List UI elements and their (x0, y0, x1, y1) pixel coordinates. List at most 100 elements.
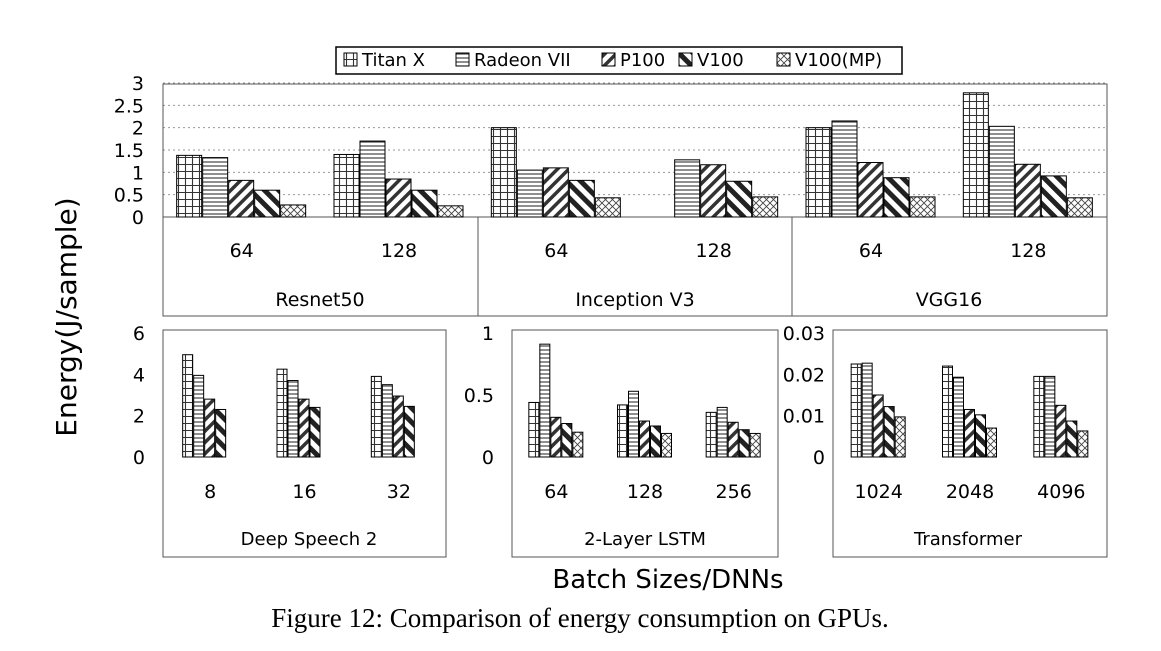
bar-radeon-vii-64 (539, 343, 551, 458)
x-tick-label: 64 (230, 240, 254, 262)
bar-v100-mp-128 (752, 196, 779, 218)
y-tick-label: 0 (813, 447, 825, 469)
group-label-inception-v3: Inception V3 (575, 289, 694, 311)
panel-frame (832, 329, 1108, 558)
y-tick-label: 4 (133, 364, 145, 386)
bar-p100-64 (550, 416, 562, 458)
bar-p100-4096 (1055, 404, 1067, 458)
bar-radeon-vii-256 (716, 406, 728, 458)
bar-v100-mp-64 (594, 197, 621, 218)
figure-caption: Figure 12: Comparison of energy consumpt… (271, 603, 888, 633)
bar-titan-x-256 (705, 411, 717, 458)
y-tick-label: 1 (132, 162, 144, 184)
bar-v100-mp-128 (1066, 197, 1093, 218)
panel-2-marks: 0 0.5 1 64 128 256 (464, 323, 761, 503)
bar-v100-2048 (975, 414, 986, 458)
bar-titan-x-32 (370, 375, 382, 458)
bar-p100-128 (639, 420, 650, 458)
legend-label: Titan X (361, 50, 425, 71)
bar-p100-64 (228, 179, 255, 218)
y-axis-label: Energy(J/sample) (50, 197, 83, 436)
bar-v100-8 (215, 408, 227, 458)
legend-entry-titan-x: Titan X (343, 50, 425, 71)
bar-p100-128 (385, 178, 412, 218)
x-tick-label: 256 (716, 481, 752, 503)
panel-3-marks: 0 0.01 0.02 0.03 1024 2048 4096 (783, 323, 1089, 503)
top-chart: 00.511.522.53 64 128 64 128 64 128 Resnet50 I… (114, 73, 1108, 317)
bar-titan-x-16 (276, 368, 288, 458)
bar-titan-x-64 (176, 154, 203, 218)
bar-titan-x-64 (490, 127, 517, 218)
legend-swatch (601, 52, 616, 67)
y-tick-label: 0.02 (783, 364, 825, 386)
bar-titan-x-64 (528, 401, 540, 458)
bar-titan-x-128 (333, 153, 360, 218)
bar-radeon-vii-64 (516, 169, 543, 218)
bar-v100-4096 (1066, 420, 1078, 458)
group-label-vgg16: VGG16 (916, 289, 983, 311)
bar-v100-mp-1024 (894, 416, 906, 458)
x-tick-label: 16 (292, 481, 316, 503)
x-tick-label: 128 (1010, 240, 1046, 262)
bar-radeon-vii-32 (381, 384, 393, 458)
panel-title: Transformer (913, 529, 1023, 550)
bar-radeon-vii-4096 (1044, 375, 1056, 458)
x-tick-label: 128 (627, 481, 663, 503)
legend-label: Radeon VII (474, 50, 571, 71)
group-label-resnet50: Resnet50 (275, 289, 364, 311)
x-tick-label: 8 (204, 481, 216, 503)
legend-label: V100(MP) (795, 50, 882, 71)
bar-titan-x-128 (617, 404, 628, 458)
top-chart-frame (162, 83, 1108, 317)
y-tick-label: 0.01 (783, 406, 825, 428)
bar-radeon-vii-64 (831, 120, 858, 218)
bar-v100-16 (309, 406, 321, 458)
y-tick-label: 2 (133, 406, 145, 428)
bar-radeon-vii-128 (359, 140, 386, 218)
y-tick-label: 0 (482, 447, 494, 469)
legend-swatch (455, 52, 470, 67)
y-tick-label: 2 (132, 118, 144, 140)
bar-v100-mp-128 (437, 205, 464, 218)
bar-p100-16 (298, 398, 310, 458)
top-category-labels: 64 128 64 128 64 128 (230, 240, 1047, 262)
x-tick-label: 64 (544, 240, 568, 262)
bar-v100-64 (561, 423, 573, 458)
bar-radeon-vii-128 (628, 390, 639, 458)
x-tick-label: 4096 (1037, 481, 1085, 503)
legend-entry-v100: V100 (678, 50, 744, 71)
bar-v100-128 (650, 425, 661, 458)
bar-v100-mp-4096 (1077, 430, 1089, 458)
y-tick-label: 1 (482, 323, 494, 345)
bar-v100-128 (1040, 175, 1067, 218)
bar-v100-32 (403, 405, 415, 458)
top-y-ticks: 00.511.522.53 (114, 73, 144, 229)
bar-v100-mp-128 (661, 432, 672, 458)
panel-1-marks: 0 2 4 6 8 16 32 (133, 323, 415, 503)
x-tick-label: 64 (544, 481, 568, 503)
bar-radeon-vii-2048 (953, 376, 964, 458)
legend-entry-p100: P100 (601, 50, 665, 71)
bar-v100-mp-256 (749, 432, 761, 458)
legend-label: P100 (620, 50, 665, 71)
x-tick-label: 128 (696, 240, 732, 262)
bar-p100-64 (542, 167, 569, 218)
y-tick-label: 6 (133, 323, 145, 345)
x-tick-label: 128 (381, 240, 417, 262)
bar-v100-128 (726, 180, 753, 218)
bar-titan-x-8 (182, 354, 194, 458)
y-tick-label: 0 (133, 447, 145, 469)
x-tick-label: 2048 (946, 481, 994, 503)
legend: Titan X Radeon VII P100 V100 V100(MP) (335, 46, 903, 75)
panel-title: 2-Layer LSTM (584, 529, 706, 550)
x-tick-label: 32 (387, 481, 411, 503)
bar-v100-mp-64 (280, 204, 307, 218)
y-tick-label: 3 (132, 73, 144, 95)
x-tick-label: 1024 (854, 481, 902, 503)
bar-radeon-vii-8 (193, 374, 205, 458)
bar-p100-1024 (872, 394, 884, 458)
bar-v100-256 (738, 429, 750, 458)
bar-p100-256 (727, 421, 739, 458)
y-tick-label: 0.5 (114, 185, 144, 207)
